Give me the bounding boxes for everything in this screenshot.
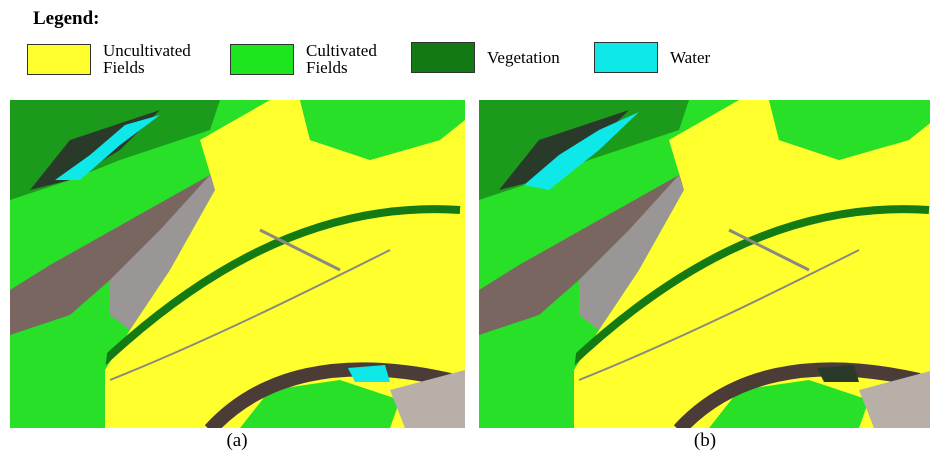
- figure: Legend: Uncultivated Fields Cultivated F…: [0, 0, 930, 456]
- panel-image: [479, 100, 930, 430]
- panel-image: [10, 100, 465, 430]
- images: [0, 0, 930, 456]
- panel-label: (b): [694, 430, 716, 452]
- panel-label: (a): [226, 430, 247, 452]
